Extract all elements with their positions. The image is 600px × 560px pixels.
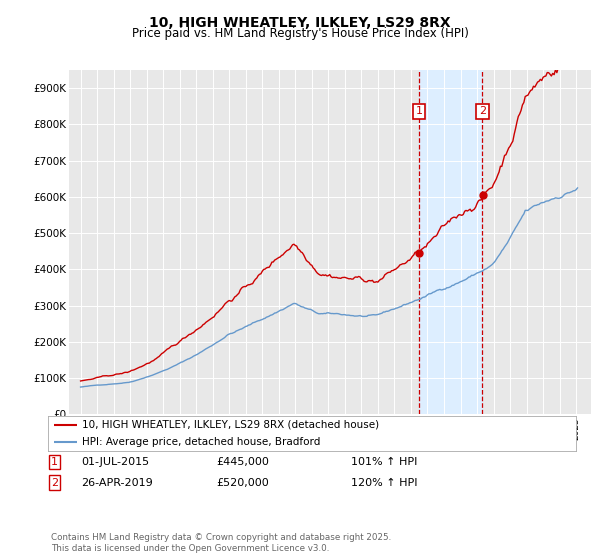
Text: Contains HM Land Registry data © Crown copyright and database right 2025.
This d: Contains HM Land Registry data © Crown c… — [51, 533, 391, 553]
Text: 26-APR-2019: 26-APR-2019 — [81, 478, 153, 488]
Bar — [419, 70, 482, 414]
Text: HPI: Average price, detached house, Bradford: HPI: Average price, detached house, Brad… — [82, 437, 320, 447]
Text: 01-JUL-2015: 01-JUL-2015 — [81, 457, 149, 467]
Text: £520,000: £520,000 — [216, 478, 269, 488]
Text: 1: 1 — [416, 106, 423, 116]
Text: 2: 2 — [51, 478, 58, 488]
Text: £445,000: £445,000 — [216, 457, 269, 467]
Text: 2: 2 — [479, 106, 486, 116]
Text: Price paid vs. HM Land Registry's House Price Index (HPI): Price paid vs. HM Land Registry's House … — [131, 27, 469, 40]
Text: 120% ↑ HPI: 120% ↑ HPI — [351, 478, 418, 488]
Text: 10, HIGH WHEATLEY, ILKLEY, LS29 8RX (detached house): 10, HIGH WHEATLEY, ILKLEY, LS29 8RX (det… — [82, 420, 379, 430]
Text: 101% ↑ HPI: 101% ↑ HPI — [351, 457, 418, 467]
Text: 10, HIGH WHEATLEY, ILKLEY, LS29 8RX: 10, HIGH WHEATLEY, ILKLEY, LS29 8RX — [149, 16, 451, 30]
Text: 1: 1 — [51, 457, 58, 467]
